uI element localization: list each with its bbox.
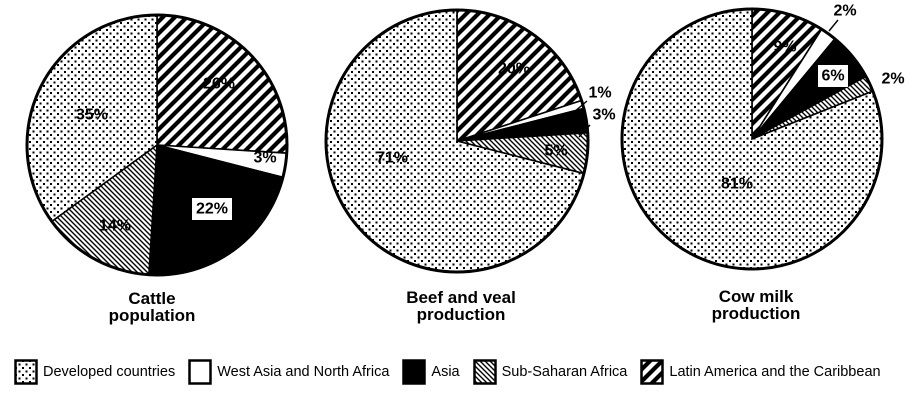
legend-swatch-rect: [188, 359, 212, 385]
chart-title-cattle-population: Cattle population: [42, 290, 262, 324]
legend-item-sub-saharan-africa: Sub-Saharan Africa: [472, 359, 628, 385]
slice-percent-label: 5%: [544, 143, 567, 160]
black-swatch: [402, 359, 427, 385]
pie-outline: [324, 8, 590, 274]
fine-diagonal-swatch: [472, 359, 497, 385]
legend-swatch-rect: [472, 359, 497, 385]
legend-item-latin-america-caribbean: Latin America and the Caribbean: [640, 359, 881, 385]
legend-label: Asia: [431, 364, 460, 380]
chart-title-line: Cow milk: [718, 287, 794, 306]
slice-percent-label: 22%: [196, 201, 228, 218]
slice-percent-label: 14%: [99, 218, 131, 235]
stipple-swatch: [14, 359, 38, 385]
label-leader-line: [578, 124, 591, 138]
chart-title-line: Cattle: [128, 289, 176, 308]
pie-chart-2: 9% 2% 6% 2% 81%: [620, 3, 905, 271]
chart-title-line: production: [711, 304, 801, 323]
legend-label: Latin America and the Caribbean: [669, 364, 881, 380]
legend-label: West Asia and North Africa: [217, 364, 390, 380]
white-swatch: [188, 359, 212, 385]
pie-outline: [25, 13, 289, 277]
legend: Developed countries West Asia and North …: [14, 359, 914, 385]
legend-item-west-asia-north-africa: West Asia and North Africa: [188, 359, 389, 385]
slice-percent-label: 71%: [376, 150, 408, 167]
legend-item-developed-countries: Developed countries: [14, 359, 175, 385]
pie-chart-1: 20% 1% 3% 5% 71%: [324, 8, 616, 274]
slice-percent-label: 3%: [253, 150, 276, 167]
legend-label: Developed countries: [43, 364, 176, 380]
slice-percent-label: 35%: [76, 107, 108, 124]
label-box: [818, 65, 848, 87]
slice-percent-label: 2%: [881, 71, 904, 88]
legend-swatch-rect: [402, 359, 427, 385]
chart-title-line: population: [108, 306, 196, 325]
slice-percent-label: 1%: [588, 85, 611, 102]
legend-swatch-rect: [640, 359, 665, 385]
slice-percent-label: 26%: [203, 76, 235, 93]
chart-title-line: Beef and veal: [406, 288, 516, 307]
pie-outline: [620, 7, 884, 271]
pie-chart-0: 26% 3% 22% 14% 35%: [25, 13, 289, 277]
slice-percent-label: 81%: [721, 176, 753, 193]
slice-percent-label: 2%: [833, 3, 856, 20]
legend-swatch-rect: [14, 359, 38, 385]
chart-title-line: production: [416, 305, 506, 324]
slice-percent-label: 20%: [498, 61, 530, 78]
slice-percent-label: 3%: [592, 107, 615, 124]
label-box: [192, 198, 232, 220]
legend-item-asia: Asia: [402, 359, 460, 385]
label-leader-line: [573, 100, 588, 113]
slice-percent-label: 6%: [821, 68, 844, 85]
chart-title-cow-milk-production: Cow milk production: [646, 288, 866, 322]
chart-title-beef-veal-production: Beef and veal production: [351, 289, 571, 323]
legend-label: Sub-Saharan Africa: [501, 364, 628, 380]
wide-diagonal-swatch: [640, 359, 665, 385]
slice-percent-label: 9%: [773, 39, 796, 56]
label-leader-line: [828, 19, 839, 32]
